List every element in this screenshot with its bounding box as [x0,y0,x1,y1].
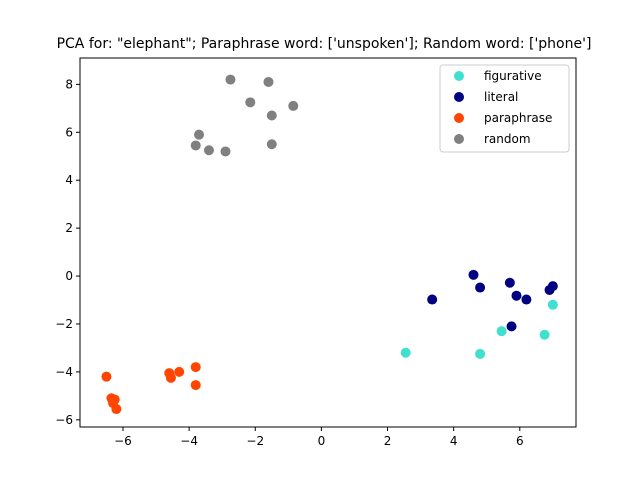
paraphrase-point-10 [190,380,201,391]
series-literal [427,269,558,332]
random-point-3 [203,145,214,156]
literal-point-3 [475,282,486,293]
random-point-4 [220,146,231,157]
paraphrase-point-1 [101,371,112,382]
series-random [190,74,299,157]
random-point-1 [190,140,201,151]
x-tick-label: 0 [318,434,326,448]
paraphrase-point-9 [190,362,201,373]
y-tick-label: 6 [65,125,73,139]
y-tick-label: −4 [55,365,73,379]
x-tick-label: −2 [246,434,264,448]
legend-marker-paraphrase [454,113,464,123]
y-tick-label: 2 [65,221,73,235]
legend-label-paraphrase: paraphrase [484,111,552,125]
literal-point-7 [506,321,517,332]
legend-box [439,64,570,153]
figurative-point-5 [547,299,558,310]
legend-marker-figurative [454,71,464,81]
random-point-8 [266,110,277,121]
random-point-5 [225,74,236,85]
x-tick-label: −6 [114,434,132,448]
literal-point-4 [504,277,515,288]
chart-title: PCA for: "elephant"; Paraphrase word: ['… [57,36,592,52]
x-tick-label: 4 [450,434,458,448]
figurative-point-4 [539,329,550,340]
literal-point-6 [521,294,532,305]
y-tick-label: −6 [55,413,73,427]
points-layer [101,74,558,415]
series-figurative [400,299,558,359]
axes-frame [79,57,577,428]
paraphrase-point-8 [174,366,185,377]
literal-point-2 [468,269,479,280]
random-point-6 [245,97,256,108]
legend-marker-random [454,134,464,144]
paraphrase-point-7 [165,372,176,383]
series-paraphrase [101,362,201,415]
legend: figurative literal paraphrase random [439,64,570,153]
literal-point-1 [427,294,438,305]
figurative-point-1 [400,347,411,358]
figurative-point-3 [496,326,507,337]
literal-point-9 [547,281,558,292]
legend-label-random: random [484,132,531,146]
y-tick-label: −2 [55,317,73,331]
y-tick-label: 4 [65,173,73,187]
x-tick-label: −4 [180,434,198,448]
legend-marker-literal [454,92,464,102]
random-point-2 [194,129,205,140]
y-tick-label: 8 [65,77,73,91]
random-point-9 [266,139,277,150]
random-point-10 [288,100,299,111]
paraphrase-point-4 [109,394,120,405]
x-tick-label: 6 [516,434,524,448]
ticks-layer: −6 −4 −2 0 2 4 6 −6 −4 −2 0 2 4 6 8 [55,77,523,448]
literal-point-5 [511,290,522,301]
legend-label-figurative: figurative [484,69,542,83]
random-point-7 [263,76,274,87]
paraphrase-point-5 [111,404,122,415]
x-tick-label: 2 [384,434,392,448]
y-tick-label: 0 [65,269,73,283]
figurative-point-2 [475,348,486,359]
legend-label-literal: literal [484,90,518,104]
